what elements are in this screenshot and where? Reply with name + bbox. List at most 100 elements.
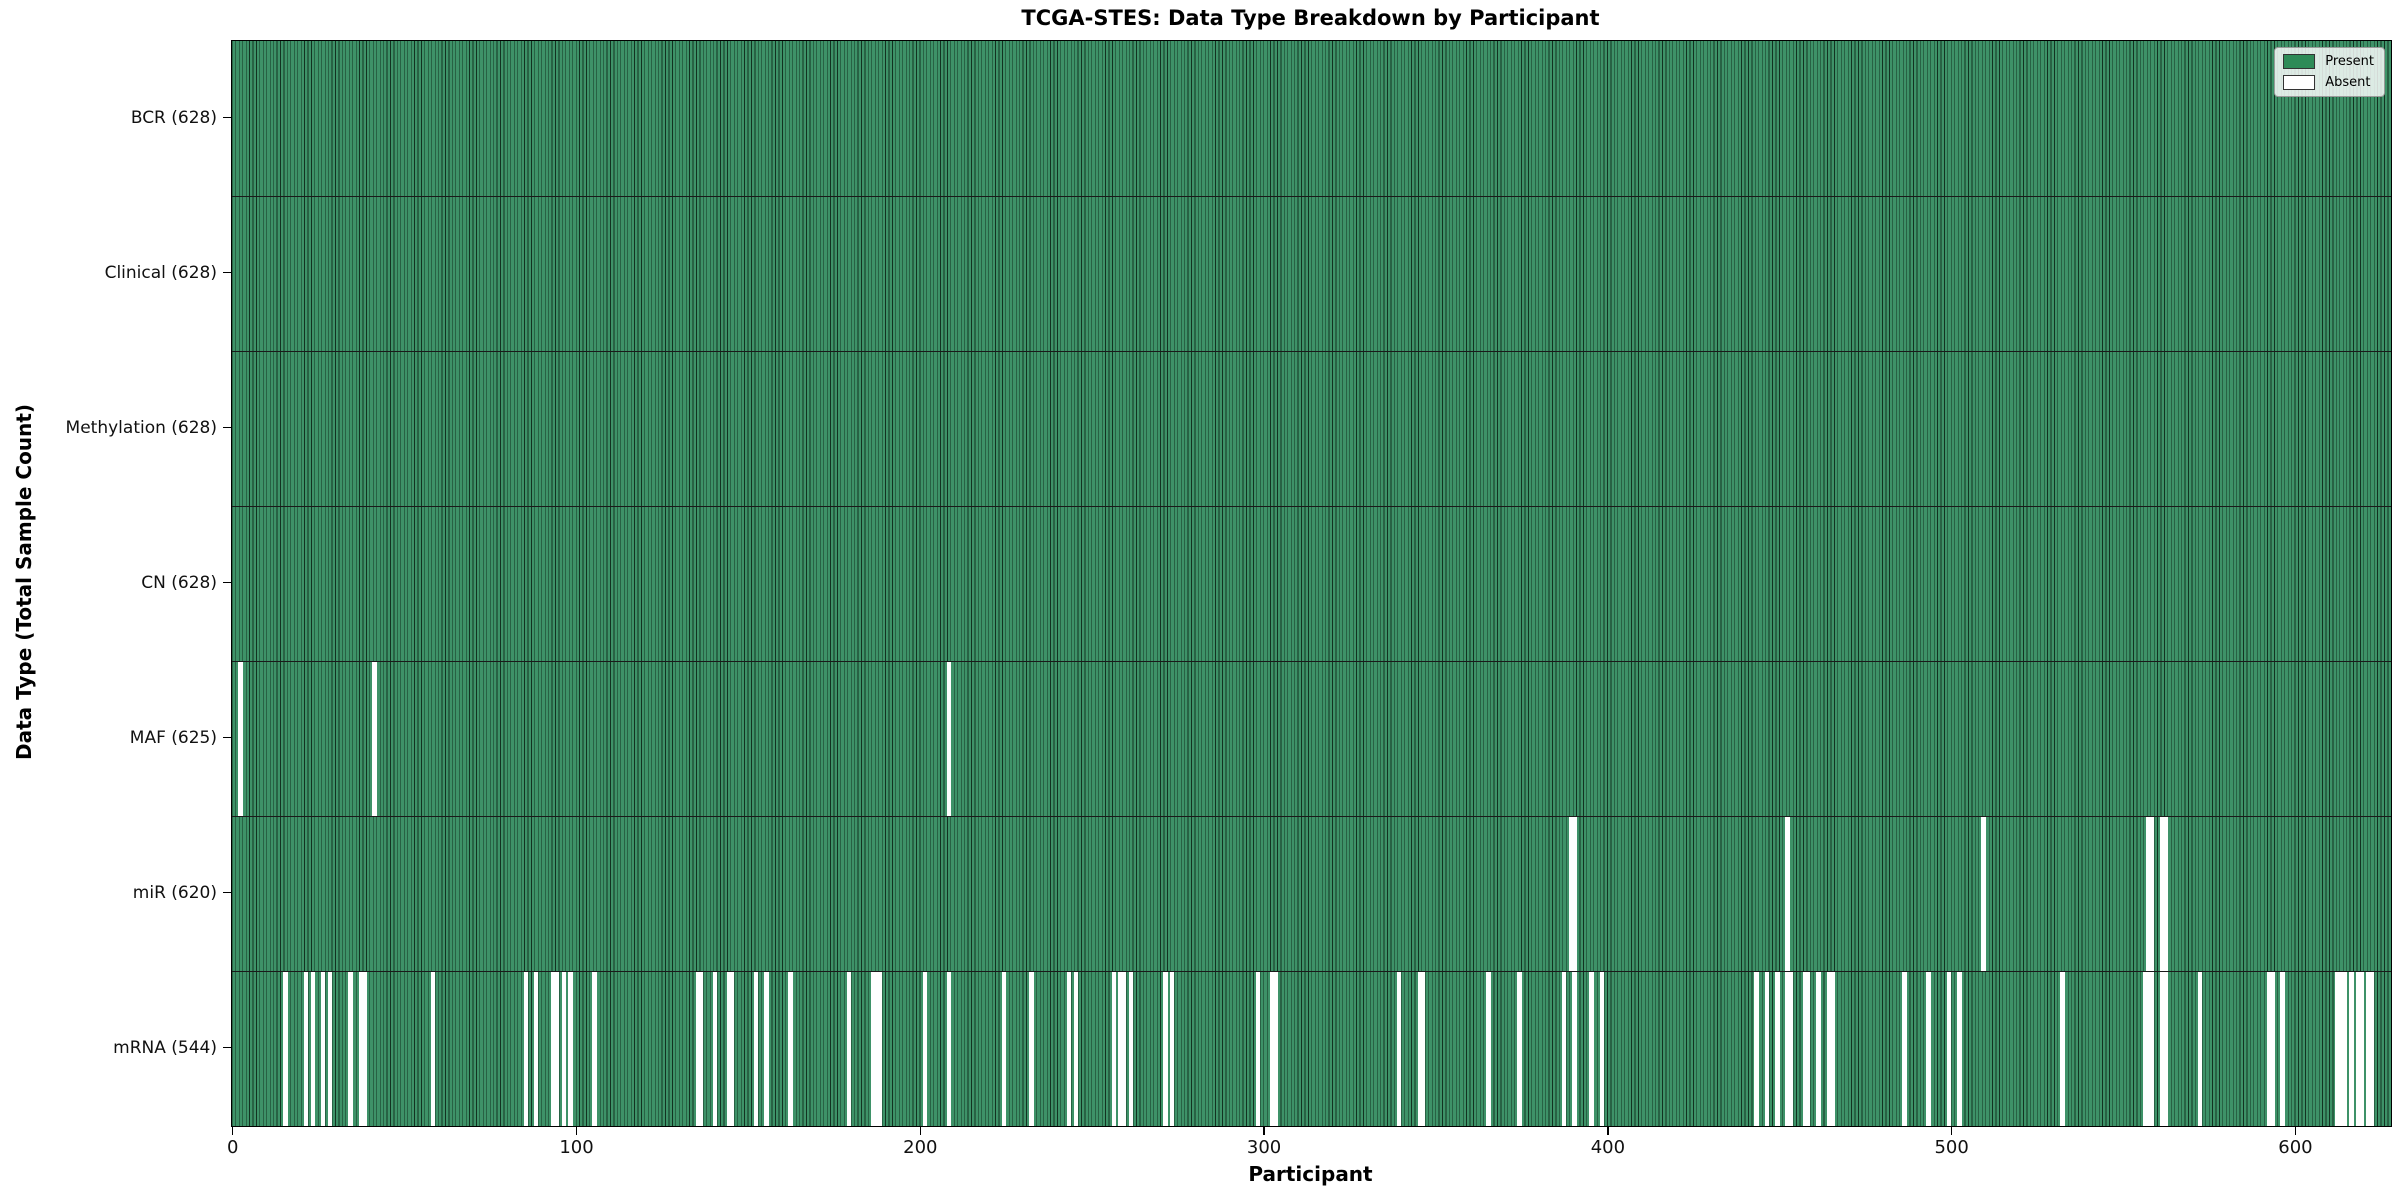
chart-title: TCGA-STES: Data Type Breakdown by Partic… — [1021, 6, 1600, 30]
absent-stripe-mRNA-339 — [1396, 971, 1402, 1126]
x-tick-label: 600 — [2278, 1137, 2313, 1158]
row-separator — [232, 350, 2391, 352]
absent-stripe-mRNA-94 — [554, 971, 560, 1126]
absent-stripe-mRNA-271 — [1163, 971, 1168, 1126]
x-tick-label: 0 — [226, 1137, 239, 1158]
absent-stripe-miR-562 — [2163, 816, 2169, 971]
legend: Present Absent — [2274, 47, 2385, 97]
absent-stripe-mRNA-105 — [592, 971, 597, 1126]
x-axis-label: Participant — [1248, 1162, 1373, 1186]
legend-item-present: Present — [2283, 54, 2374, 69]
legend-swatch-present-icon — [2283, 54, 2316, 69]
absent-stripe-miR-557 — [2146, 816, 2151, 971]
absent-stripe-miR-390 — [1572, 816, 1577, 971]
y-tick-label: miR (620) — [132, 882, 217, 903]
absent-stripe-mRNA-140 — [712, 971, 718, 1126]
absent-stripe-MAF-2 — [238, 661, 243, 816]
absent-stripe-mRNA-232 — [1029, 971, 1034, 1126]
absent-stripe-mRNA-85 — [523, 971, 529, 1126]
absent-stripe-mRNA-464 — [1826, 971, 1832, 1126]
absent-stripe-miR-509 — [1981, 816, 1986, 971]
absent-stripe-mRNA-26 — [320, 971, 326, 1126]
y-tick-label: Methylation (628) — [65, 417, 217, 438]
absent-stripe-mRNA-298 — [1255, 971, 1261, 1126]
x-tick-label: 400 — [1590, 1137, 1626, 1158]
absent-stripe-mRNA-556 — [2142, 971, 2148, 1126]
y-tick — [223, 426, 231, 429]
absent-stripe-mRNA-443 — [1754, 971, 1759, 1126]
absent-stripe-mRNA-395 — [1589, 971, 1594, 1126]
absent-stripe-mRNA-224 — [1001, 971, 1007, 1126]
y-tick — [223, 271, 231, 274]
legend-label: Present — [2325, 53, 2374, 69]
x-tick — [232, 1126, 234, 1135]
row-separator — [232, 505, 2391, 507]
absent-stripe-mRNA-398 — [1599, 971, 1605, 1126]
absent-stripe-mRNA-37 — [358, 971, 364, 1126]
x-tick — [1607, 1126, 1609, 1135]
absent-stripe-mRNA-449 — [1775, 971, 1780, 1126]
x-tick — [2294, 1126, 2297, 1135]
absent-stripe-mRNA-201 — [922, 971, 927, 1126]
absent-stripe-mRNA-38 — [362, 971, 367, 1126]
absent-stripe-mRNA-613 — [2338, 971, 2344, 1126]
absent-stripe-mRNA-345 — [1417, 971, 1422, 1126]
x-tick — [1950, 1126, 1953, 1135]
y-tick — [223, 736, 231, 739]
absent-stripe-mRNA-614 — [2342, 971, 2347, 1126]
absent-stripe-mRNA-390 — [1572, 971, 1577, 1126]
y-tick-label: BCR (628) — [130, 107, 217, 128]
absent-stripe-mRNA-461 — [1816, 971, 1821, 1126]
absent-stripe-mRNA-374 — [1517, 971, 1522, 1126]
absent-stripe-mRNA-561 — [2160, 971, 2165, 1126]
row-separator — [232, 660, 2391, 662]
absent-stripe-mRNA-452 — [1785, 971, 1790, 1126]
y-tick-label: mRNA (544) — [113, 1037, 217, 1058]
absent-stripe-mRNA-493 — [1926, 971, 1931, 1126]
absent-stripe-mRNA-28 — [327, 971, 333, 1126]
absent-stripe-mRNA-179 — [846, 971, 852, 1126]
absent-stripe-mRNA-558 — [2149, 971, 2155, 1126]
x-tick-label: 300 — [1246, 1137, 1282, 1158]
absent-stripe-mRNA-187 — [874, 971, 879, 1126]
absent-stripe-mRNA-15 — [283, 971, 288, 1126]
absent-stripe-mRNA-256 — [1111, 971, 1117, 1126]
absent-stripe-mRNA-486 — [1902, 971, 1907, 1126]
y-tick-label: CN (628) — [141, 572, 217, 593]
absent-stripe-mRNA-188 — [877, 971, 883, 1126]
absent-stripe-mRNA-21 — [303, 971, 309, 1126]
y-tick — [223, 1046, 231, 1049]
absent-stripe-mRNA-453 — [1788, 971, 1794, 1126]
absent-stripe-mRNA-96 — [561, 971, 566, 1126]
absent-stripe-miR-558 — [2149, 816, 2155, 971]
absent-stripe-mRNA-302 — [1269, 971, 1275, 1126]
absent-stripe-mRNA-144 — [726, 971, 731, 1126]
absent-stripe-mRNA-186 — [870, 971, 876, 1126]
absent-stripe-mRNA-572 — [2197, 971, 2203, 1126]
absent-stripe-mRNA-619 — [2359, 971, 2364, 1126]
absent-stripe-mRNA-135 — [695, 971, 701, 1126]
absent-stripe-miR-452 — [1785, 816, 1790, 971]
absent-stripe-mRNA-621 — [2366, 971, 2371, 1126]
absent-stripe-mRNA-346 — [1421, 971, 1426, 1126]
absent-stripe-mRNA-387 — [1561, 971, 1567, 1126]
absent-stripe-mRNA-592 — [2266, 971, 2272, 1126]
absent-stripe-mRNA-208 — [946, 971, 952, 1126]
absent-stripe-mRNA-596 — [2280, 971, 2285, 1126]
absent-stripe-miR-389 — [1568, 816, 1574, 971]
x-tick — [1263, 1126, 1265, 1135]
absent-stripe-mRNA-502 — [1957, 971, 1962, 1126]
legend-label: Absent — [2325, 74, 2371, 90]
absent-stripe-mRNA-273 — [1170, 971, 1175, 1126]
absent-stripe-mRNA-98 — [568, 971, 573, 1126]
absent-stripe-mRNA-458 — [1806, 971, 1811, 1126]
absent-stripe-mRNA-457 — [1802, 971, 1808, 1126]
absent-stripe-mRNA-23 — [310, 971, 315, 1126]
y-tick-label: MAF (625) — [129, 727, 217, 748]
absent-stripe-mRNA-34 — [348, 971, 353, 1126]
row-separator — [232, 195, 2391, 197]
absent-stripe-mRNA-93 — [551, 971, 556, 1126]
absent-stripe-miR-561 — [2160, 816, 2165, 971]
y-axis: BCR (628) Clinical (628) Methylation (628)… — [0, 40, 231, 1125]
legend-swatch-absent-icon — [2283, 75, 2316, 90]
